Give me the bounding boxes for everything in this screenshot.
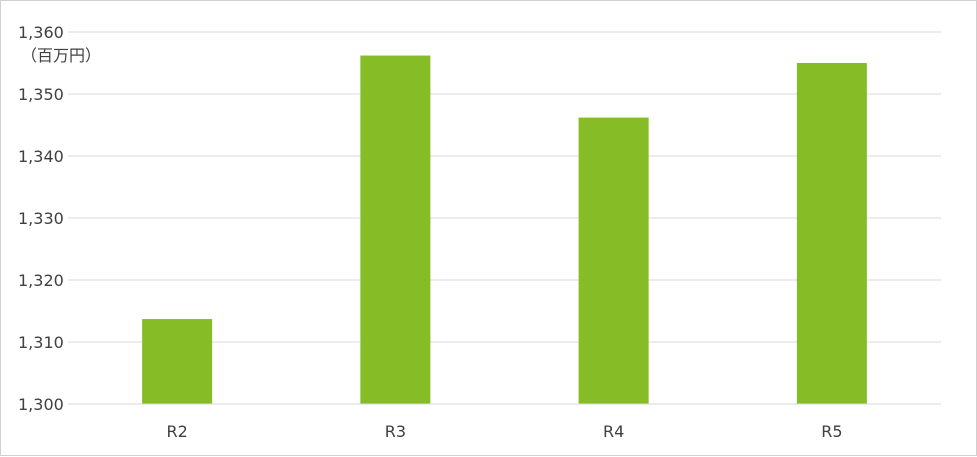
y-axis-unit-label: （百万円） [21,46,101,65]
x-axis-tick-labels: R2 R3 R4 R5 [166,422,842,441]
bars [142,55,867,405]
bar-r2 [142,319,213,404]
y-tick-label: 1,320 [18,271,64,290]
x-tick-label: R3 [385,422,406,441]
bar-r5 [796,63,867,404]
x-tick-label: R4 [603,422,624,441]
gridlines [68,31,941,343]
y-tick-label: 1,360 [18,23,64,42]
bar-r4 [578,117,649,404]
y-tick-label: 1,300 [18,395,64,414]
y-axis-tick-labels: 1,300 1,310 1,320 1,330 1,340 1,350 1,360 [18,23,64,414]
y-tick-label: 1,310 [18,333,64,352]
y-tick-label: 1,330 [18,209,64,228]
y-tick-label: 1,350 [18,85,64,104]
x-tick-label: R2 [166,422,187,441]
x-tick-label: R5 [821,422,842,441]
bar-r3 [360,55,431,405]
y-tick-label: 1,340 [18,147,64,166]
